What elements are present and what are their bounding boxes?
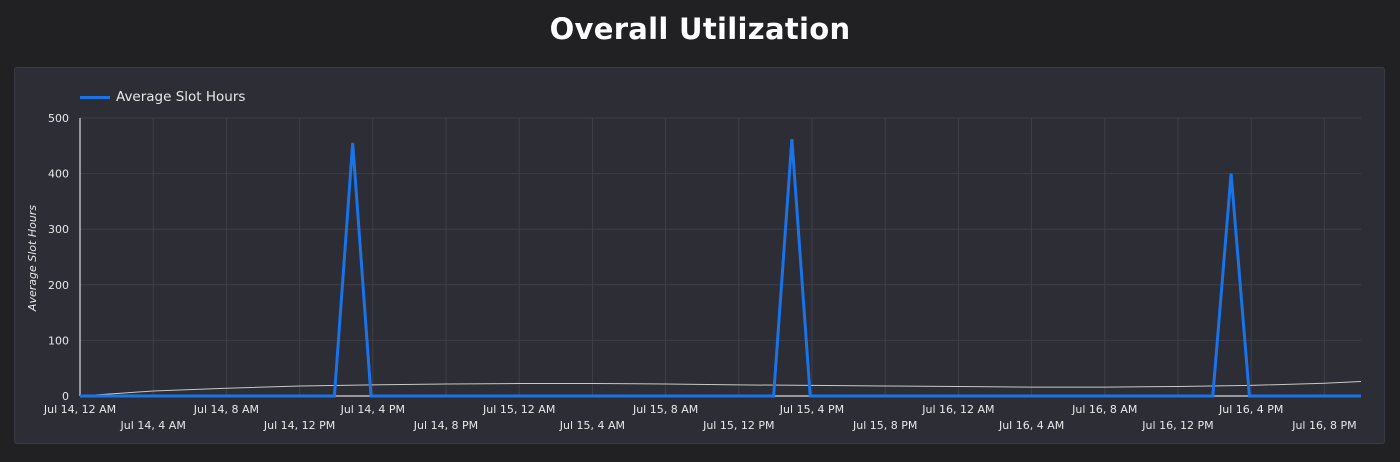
x-tick-label-10: Jul 15, 4 PM: [779, 403, 844, 416]
x-tick-label-12: Jul 16, 12 AM: [921, 403, 994, 416]
series-line-average-slot-hours: [80, 138, 1361, 398]
x-tick-label-6: Jul 15, 12 AM: [482, 403, 555, 416]
axis-layer: [79, 118, 1361, 397]
x-tick-label-13: Jul 16, 4 AM: [998, 419, 1064, 432]
y-tick-label-500: 500: [48, 112, 69, 125]
chart-legend[interactable]: Average Slot Hours: [80, 88, 245, 106]
x-tick-label-7: Jul 15, 4 AM: [559, 419, 625, 432]
x-tick-label-8: Jul 15, 8 AM: [632, 403, 698, 416]
x-tick-label-2: Jul 14, 8 AM: [193, 403, 259, 416]
y-tick-label-100: 100: [48, 334, 69, 347]
y-tick-labels: 0 100 200 300 400 500: [48, 112, 69, 403]
x-tick-label-3: Jul 14, 12 PM: [263, 419, 335, 432]
chart-title: Overall Utilization: [549, 12, 851, 46]
x-tick-label-4: Jul 14, 4 PM: [340, 403, 405, 416]
series-layer: [79, 138, 1362, 398]
x-tick-label-0: Jul 14, 12 AM: [43, 403, 116, 416]
x-tick-labels: Jul 14, 12 AM Jul 14, 4 AM Jul 14, 8 AM Jul…: [43, 403, 1357, 432]
y-axis-title: Average Slot Hours: [26, 205, 39, 312]
x-tick-label-14: Jul 16, 8 AM: [1071, 403, 1137, 416]
x-tick-label-16: Jul 16, 4 PM: [1218, 403, 1283, 416]
legend-label-average-slot-hours: Average Slot Hours: [116, 89, 246, 105]
y-tick-label-0: 0: [62, 390, 69, 403]
chart-panel: [14, 67, 1385, 444]
x-tick-label-11: Jul 15, 8 PM: [852, 419, 917, 432]
x-tick-label-15: Jul 16, 12 PM: [1141, 419, 1213, 432]
x-tick-label-1: Jul 14, 4 AM: [120, 419, 186, 432]
y-tick-label-300: 300: [48, 223, 69, 236]
y-tick-label-200: 200: [48, 279, 69, 292]
grid-layer: [80, 117, 1361, 396]
x-tick-label-17: Jul 16, 8 PM: [1291, 419, 1356, 432]
x-tick-label-9: Jul 15, 12 PM: [702, 419, 774, 432]
legend-swatch-average-slot-hours: [80, 95, 110, 99]
y-tick-label-400: 400: [48, 168, 69, 181]
x-tick-label-5: Jul 14, 8 PM: [413, 419, 478, 432]
series-line-trend: [79, 381, 1362, 397]
